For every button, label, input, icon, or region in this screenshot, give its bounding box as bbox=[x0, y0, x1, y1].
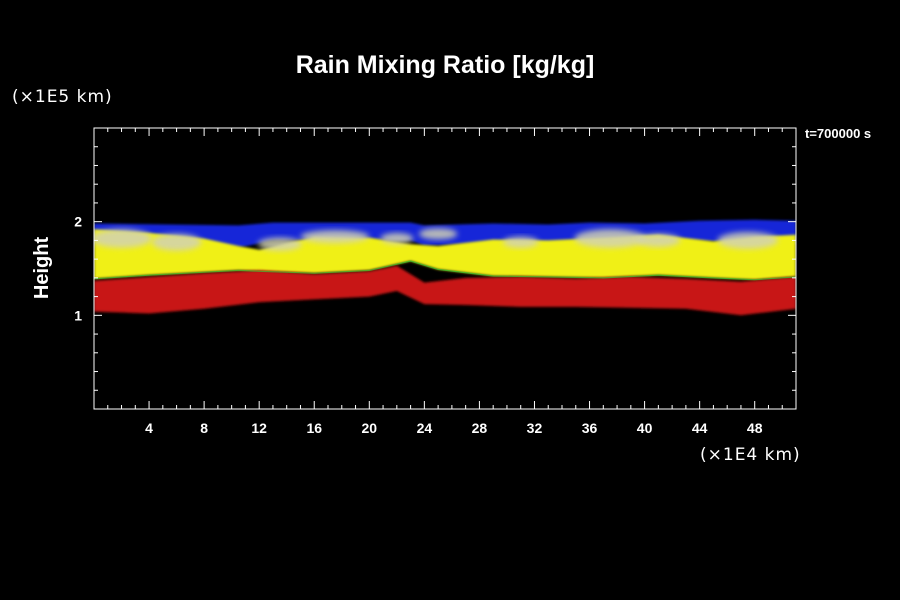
x-tick-label: 44 bbox=[692, 420, 708, 436]
x-tick-label: 28 bbox=[472, 420, 488, 436]
chart-title: Rain Mixing Ratio [kg/kg] bbox=[296, 51, 595, 79]
plot-frame bbox=[93, 127, 797, 410]
y-axis-unit-label: (×1E5 km) bbox=[12, 87, 113, 107]
cloud-highlight-7 bbox=[574, 229, 646, 248]
x-tick-label: 16 bbox=[306, 420, 322, 436]
cloud-highlight-1 bbox=[151, 233, 202, 251]
axis-ticks bbox=[94, 128, 796, 409]
y-axis-label: Height bbox=[31, 237, 53, 300]
x-tick-label: 24 bbox=[417, 420, 433, 436]
x-tick-label: 48 bbox=[747, 420, 763, 436]
x-tick-label: 4 bbox=[145, 420, 153, 436]
y-tick-label: 1 bbox=[74, 307, 82, 323]
cloud-highlight-6 bbox=[502, 236, 539, 248]
y-tick-label: 2 bbox=[74, 214, 82, 230]
rain-field bbox=[94, 219, 796, 316]
cloud-highlight-3 bbox=[300, 230, 370, 244]
time-label: t=700000 s bbox=[805, 126, 871, 141]
x-tick-label: 20 bbox=[362, 420, 378, 436]
cloud-highlight-5 bbox=[418, 228, 458, 240]
cloud-highlight-4 bbox=[380, 232, 414, 245]
cloud-highlight-0 bbox=[94, 229, 152, 248]
band-lower bbox=[94, 265, 796, 316]
x-tick-label: 36 bbox=[582, 420, 598, 436]
x-tick-label: 12 bbox=[251, 420, 267, 436]
x-axis-tick-labels: 4 8 12 16 20 24 28 32 36 40 44 48 bbox=[145, 420, 763, 436]
y-axis-tick-labels: 12 bbox=[74, 214, 82, 324]
x-tick-label: 8 bbox=[200, 420, 208, 436]
cloud-highlight-2 bbox=[257, 237, 302, 251]
cloud-highlight-8 bbox=[636, 233, 681, 247]
band-edge-accent bbox=[94, 260, 796, 281]
cloud-highlight-9 bbox=[717, 231, 779, 249]
x-tick-label: 40 bbox=[637, 420, 653, 436]
x-axis-unit-label: (×1E4 km) bbox=[700, 445, 801, 465]
x-tick-label: 32 bbox=[527, 420, 543, 436]
